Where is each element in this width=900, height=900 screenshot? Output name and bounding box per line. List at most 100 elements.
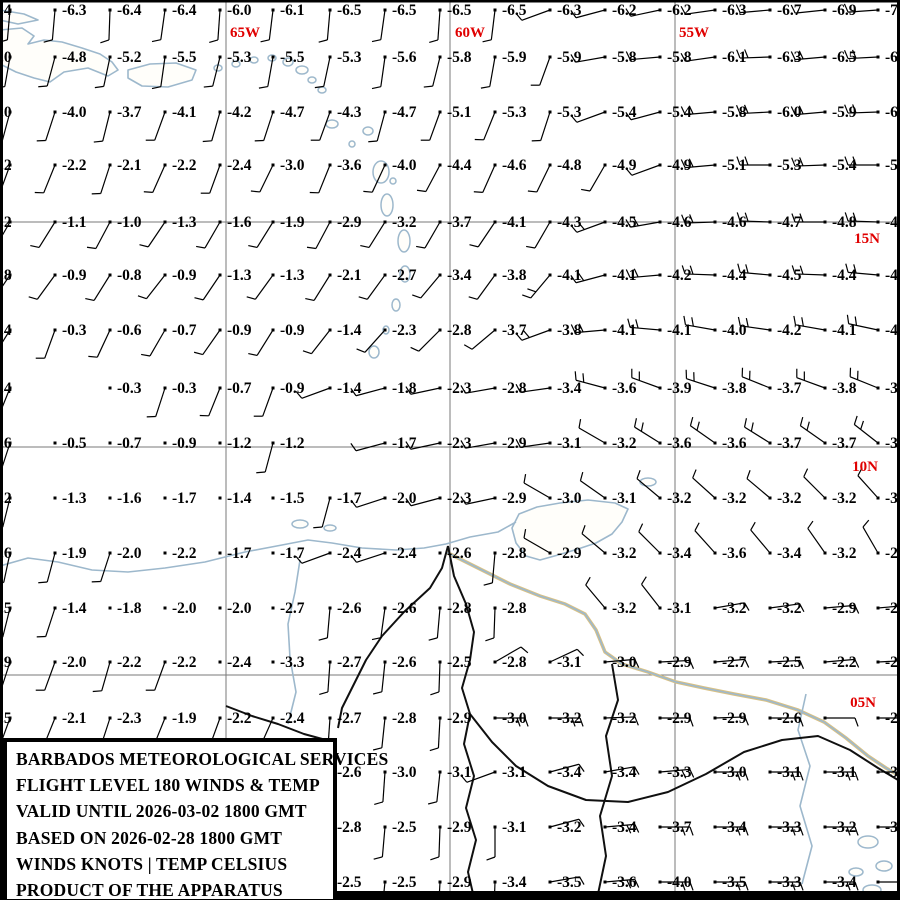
station-temp: -3.4 bbox=[667, 545, 692, 562]
wind-barb-feather bbox=[852, 104, 857, 113]
wind-barb-feather bbox=[790, 51, 796, 60]
wind-barb-feather bbox=[28, 296, 38, 300]
wind-barb-feather bbox=[314, 85, 324, 89]
station-temp: -2.5 bbox=[337, 874, 362, 891]
station-temp: -3.6 bbox=[612, 874, 637, 891]
wind-barb-feather bbox=[852, 156, 857, 166]
station-temp: -3.0 bbox=[885, 764, 900, 781]
station-temp: -1.8 bbox=[392, 380, 417, 397]
station-temp: -4.5 bbox=[612, 214, 637, 231]
station-temp: -6.5 bbox=[447, 2, 472, 19]
wind-barb-feather bbox=[318, 39, 328, 43]
wind-barb-shaft bbox=[685, 9, 716, 15]
wind-barb-feather bbox=[633, 418, 638, 428]
wind-barb-shaft bbox=[371, 164, 386, 193]
wind-barb-shaft bbox=[154, 111, 166, 141]
wind-barb-shaft bbox=[418, 329, 441, 352]
station-temp: -3.3 bbox=[885, 819, 900, 836]
station-temp: -2.2 bbox=[117, 654, 142, 671]
wind-barb-feather bbox=[520, 646, 529, 654]
station-temp: -6.5 bbox=[832, 49, 857, 66]
legend-box: BARBADOS METEOROLOGICAL SERVICES FLIGHT … bbox=[3, 738, 388, 900]
wind-barb-shaft bbox=[549, 763, 580, 773]
wind-barb-feather bbox=[735, 105, 741, 114]
station-temp: -6.1 bbox=[280, 2, 305, 19]
station-temp: -0.5 bbox=[62, 435, 87, 452]
wind-barb-feather bbox=[798, 105, 804, 115]
wind-barb-shaft bbox=[45, 607, 56, 637]
wind-barb-feather bbox=[636, 470, 641, 479]
station-temp: -1.5 bbox=[280, 490, 305, 507]
wind-barb-feather bbox=[743, 104, 749, 114]
wind-barb-shaft bbox=[321, 497, 331, 528]
station-temp: -3.1 bbox=[557, 654, 582, 671]
wind-barb-feather bbox=[486, 856, 496, 861]
station-temp: -3.6 bbox=[612, 380, 637, 397]
wind-barb-shaft bbox=[211, 111, 221, 142]
wind-barb-shaft bbox=[636, 478, 661, 499]
wind-barb-shaft bbox=[471, 329, 496, 350]
station-temp: .2 bbox=[0, 157, 12, 174]
wind-barb-feather bbox=[578, 818, 585, 827]
station-temp: -3.2 bbox=[612, 435, 637, 452]
island bbox=[639, 477, 657, 487]
wind-barb-shaft bbox=[101, 661, 111, 692]
station-temp: -4.3 bbox=[885, 267, 900, 284]
wind-barb-shaft bbox=[694, 530, 716, 554]
station-temp: -2.7 bbox=[280, 600, 305, 617]
wind-barb-shaft bbox=[209, 164, 221, 194]
station-temp: -6.0 bbox=[885, 104, 900, 121]
station-temp: .6 bbox=[0, 435, 12, 452]
wind-barb-shaft bbox=[803, 476, 826, 499]
station-temp: -5.3 bbox=[885, 157, 900, 174]
station-temp: -4.4 bbox=[722, 267, 747, 284]
station-temp: -2.6 bbox=[337, 600, 362, 617]
station-temp: -1.7 bbox=[227, 545, 252, 562]
station-temp: -0.3 bbox=[117, 380, 142, 397]
station-temp: -4.1 bbox=[667, 322, 692, 339]
island bbox=[249, 56, 259, 64]
station-temp: -4.1 bbox=[502, 214, 527, 231]
station-temp: -5.9 bbox=[832, 104, 857, 121]
wind-barb-feather bbox=[412, 294, 421, 299]
station-temp: -4.8 bbox=[885, 214, 900, 231]
station-temp: -3.7 bbox=[777, 380, 802, 397]
wind-barb-shaft bbox=[523, 537, 551, 554]
station-temp: -2.2 bbox=[832, 654, 857, 671]
wind-barb-feather bbox=[689, 265, 694, 275]
wind-barb-shaft bbox=[604, 658, 635, 663]
station-temp: .8 bbox=[0, 267, 12, 284]
wind-barb-feather bbox=[313, 526, 323, 529]
island bbox=[323, 524, 337, 532]
wind-barb-shaft bbox=[146, 274, 166, 300]
island bbox=[857, 835, 879, 849]
island bbox=[231, 60, 241, 68]
wind-barb-shaft bbox=[750, 529, 771, 554]
station-temp: -5.2 bbox=[117, 49, 142, 66]
legend-product: FLIGHT LEVEL 180 WINDS & TEMP bbox=[16, 775, 320, 796]
station-temp: -2.3 bbox=[447, 435, 472, 452]
wind-barb-feather bbox=[429, 747, 439, 752]
station-temp: -5.4 bbox=[612, 104, 637, 121]
wind-barb-feather bbox=[799, 603, 805, 613]
island bbox=[372, 160, 390, 184]
station-temp: -6.4 bbox=[172, 2, 197, 19]
station-temp: -4.1 bbox=[612, 267, 637, 284]
station-temp: -3.2 bbox=[832, 545, 857, 562]
wind-barb-feather bbox=[853, 264, 857, 274]
station-temp: -2.9 bbox=[447, 819, 472, 836]
station-temp: -4.7 bbox=[777, 214, 802, 231]
station-temp: -2.9 bbox=[722, 710, 747, 727]
wind-barb-shaft bbox=[436, 607, 441, 638]
wind-barb-shaft bbox=[160, 56, 166, 87]
wind-barb-feather bbox=[862, 519, 870, 528]
station-temp: -4.5 bbox=[777, 267, 802, 284]
wind-barb-shaft bbox=[795, 9, 826, 14]
wind-barb-feather bbox=[524, 717, 529, 727]
wind-barb-feather bbox=[696, 421, 700, 431]
station-temp: -3.2 bbox=[722, 490, 747, 507]
station-temp: -4.8 bbox=[62, 49, 87, 66]
wind-barb-feather bbox=[202, 140, 212, 143]
station-temp: -2.9 bbox=[447, 874, 472, 891]
